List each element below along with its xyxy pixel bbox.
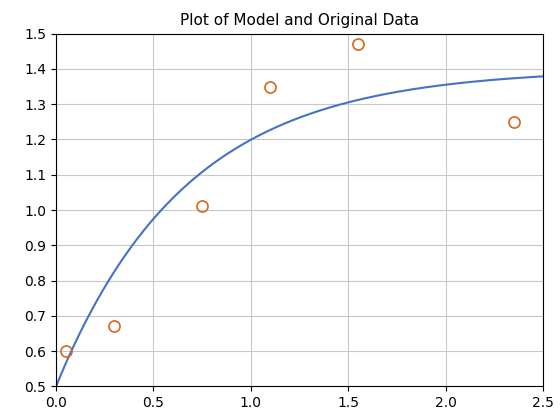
Title: Plot of Model and Original Data: Plot of Model and Original Data [180,13,419,28]
